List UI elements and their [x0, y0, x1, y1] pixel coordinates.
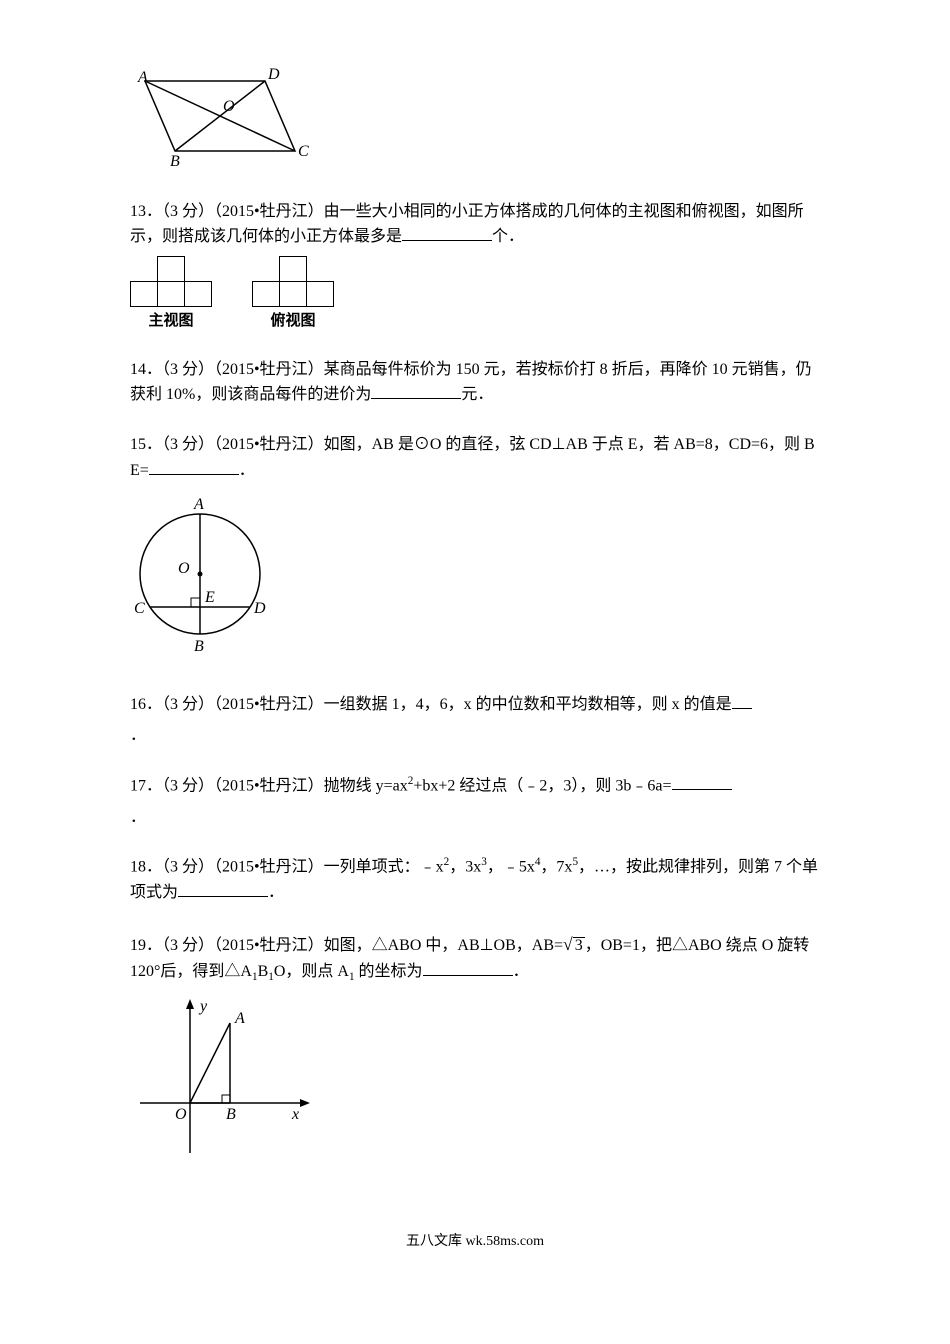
q13-suffix: 个．	[492, 228, 524, 245]
top-view-grid	[252, 256, 334, 307]
label-D: D	[267, 66, 280, 83]
label-B: B	[226, 1106, 236, 1123]
q16-prefix: 16．（3 分）（2015•牡丹江）一组数据 1，4，6，x 的中位数和平均数相…	[130, 696, 732, 713]
label-y: y	[198, 998, 208, 1015]
q19-prefix: 19．（3 分）（2015•牡丹江）如图，△ABO 中，AB⊥OB，AB=	[130, 937, 563, 954]
figure-coordinate: y A O B x	[130, 993, 820, 1172]
problem-18: 18．（3 分）（2015•牡丹江）一列单项式：﹣x2，3x3，﹣5x4，7x5…	[130, 854, 820, 906]
q17-mid: +bx+2 经过点（﹣2，3），则 3b﹣6a=	[413, 777, 671, 794]
q19-suffix: ．	[513, 963, 529, 980]
q15-suffix: ．	[239, 462, 255, 479]
problem-19-text: 19．（3 分）（2015•牡丹江）如图，△ABO 中，AB⊥OB，AB=√3，…	[130, 930, 820, 987]
q14-suffix: 元．	[461, 386, 493, 403]
radical-icon: √	[563, 934, 573, 954]
problem-12: A D B C O	[130, 66, 820, 175]
label-A: A	[137, 69, 148, 86]
problem-16-text: 16．（3 分）（2015•牡丹江）一组数据 1，4，6，x 的中位数和平均数相…	[130, 692, 820, 718]
figure-circle: A B C D O E	[130, 489, 820, 668]
label-B: B	[194, 638, 204, 655]
document-page: A D B C O 13．（3 分）（2015•牡丹江）由一些大小相同的小正方体…	[0, 0, 950, 1294]
problem-17-text: 17．（3 分）（2015•牡丹江）抛物线 y=ax2+bx+2 经过点（﹣2，…	[130, 773, 820, 799]
label-E: E	[204, 589, 215, 606]
problem-14: 14．（3 分）（2015•牡丹江）某商品每件标价为 150 元，若按标价打 8…	[130, 357, 820, 408]
page-footer: 五八文库 wk.58ms.com	[130, 1231, 820, 1253]
problem-13: 13．（3 分）（2015•牡丹江）由一些大小相同的小正方体搭成的几何体的主视图…	[130, 199, 820, 333]
front-view-label: 主视图	[130, 309, 212, 333]
q19-mid3: O，则点 A	[274, 963, 349, 980]
label-O: O	[175, 1106, 187, 1123]
problem-15: 15．（3 分）（2015•牡丹江）如图，AB 是⊙O 的直径，弦 CD⊥AB …	[130, 432, 820, 668]
label-C: C	[134, 600, 145, 617]
q19-mid4: 的坐标为	[355, 963, 423, 980]
q18-t1: ，3x	[449, 859, 481, 876]
q17-prefix: 17．（3 分）（2015•牡丹江）抛物线 y=ax	[130, 777, 408, 794]
q18-prefix: 18．（3 分）（2015•牡丹江）一列单项式：﹣x	[130, 859, 444, 876]
q18-t3: ，7x	[540, 859, 572, 876]
label-O: O	[223, 98, 235, 115]
front-view: 主视图	[130, 256, 212, 333]
q17-suffix: ．	[130, 805, 820, 831]
q18-t2: ，﹣5x	[487, 859, 535, 876]
problem-14-text: 14．（3 分）（2015•牡丹江）某商品每件标价为 150 元，若按标价打 8…	[130, 357, 820, 408]
answer-blank	[149, 458, 239, 475]
figure-parallelogram: A D B C O	[130, 66, 820, 175]
top-view-label: 俯视图	[252, 309, 334, 333]
problem-17: 17．（3 分）（2015•牡丹江）抛物线 y=ax2+bx+2 经过点（﹣2，…	[130, 773, 820, 831]
front-view-grid	[130, 256, 212, 307]
label-D: D	[253, 600, 266, 617]
q18-suffix: ．	[268, 884, 284, 901]
top-view: 俯视图	[252, 256, 334, 333]
answer-blank	[732, 692, 752, 709]
answer-blank	[423, 959, 513, 976]
problem-15-text: 15．（3 分）（2015•牡丹江）如图，AB 是⊙O 的直径，弦 CD⊥AB …	[130, 432, 820, 483]
label-O: O	[178, 560, 190, 577]
problem-18-text: 18．（3 分）（2015•牡丹江）一列单项式：﹣x2，3x3，﹣5x4，7x5…	[130, 854, 820, 906]
answer-blank	[371, 382, 461, 399]
q16-suffix: ．	[130, 723, 820, 749]
figure-views: 主视图 俯视图	[130, 256, 820, 333]
answer-blank	[672, 773, 732, 790]
label-C: C	[298, 143, 309, 160]
label-x: x	[291, 1106, 299, 1123]
q19-mid2: B	[258, 963, 269, 980]
answer-blank	[178, 880, 268, 897]
problem-19: 19．（3 分）（2015•牡丹江）如图，△ABO 中，AB⊥OB，AB=√3，…	[130, 930, 820, 1171]
label-A: A	[193, 496, 204, 513]
label-B: B	[170, 153, 180, 166]
problem-16: 16．（3 分）（2015•牡丹江）一组数据 1，4，6，x 的中位数和平均数相…	[130, 692, 820, 749]
answer-blank	[402, 224, 492, 241]
problem-13-text: 13．（3 分）（2015•牡丹江）由一些大小相同的小正方体搭成的几何体的主视图…	[130, 199, 820, 250]
sqrt-value: 3	[573, 937, 585, 954]
label-A: A	[234, 1010, 245, 1027]
